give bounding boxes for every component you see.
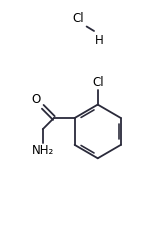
Text: Cl: Cl (92, 76, 104, 89)
Text: O: O (31, 93, 40, 106)
Text: Cl: Cl (73, 12, 84, 25)
Text: NH₂: NH₂ (32, 144, 54, 157)
Text: H: H (95, 34, 104, 47)
